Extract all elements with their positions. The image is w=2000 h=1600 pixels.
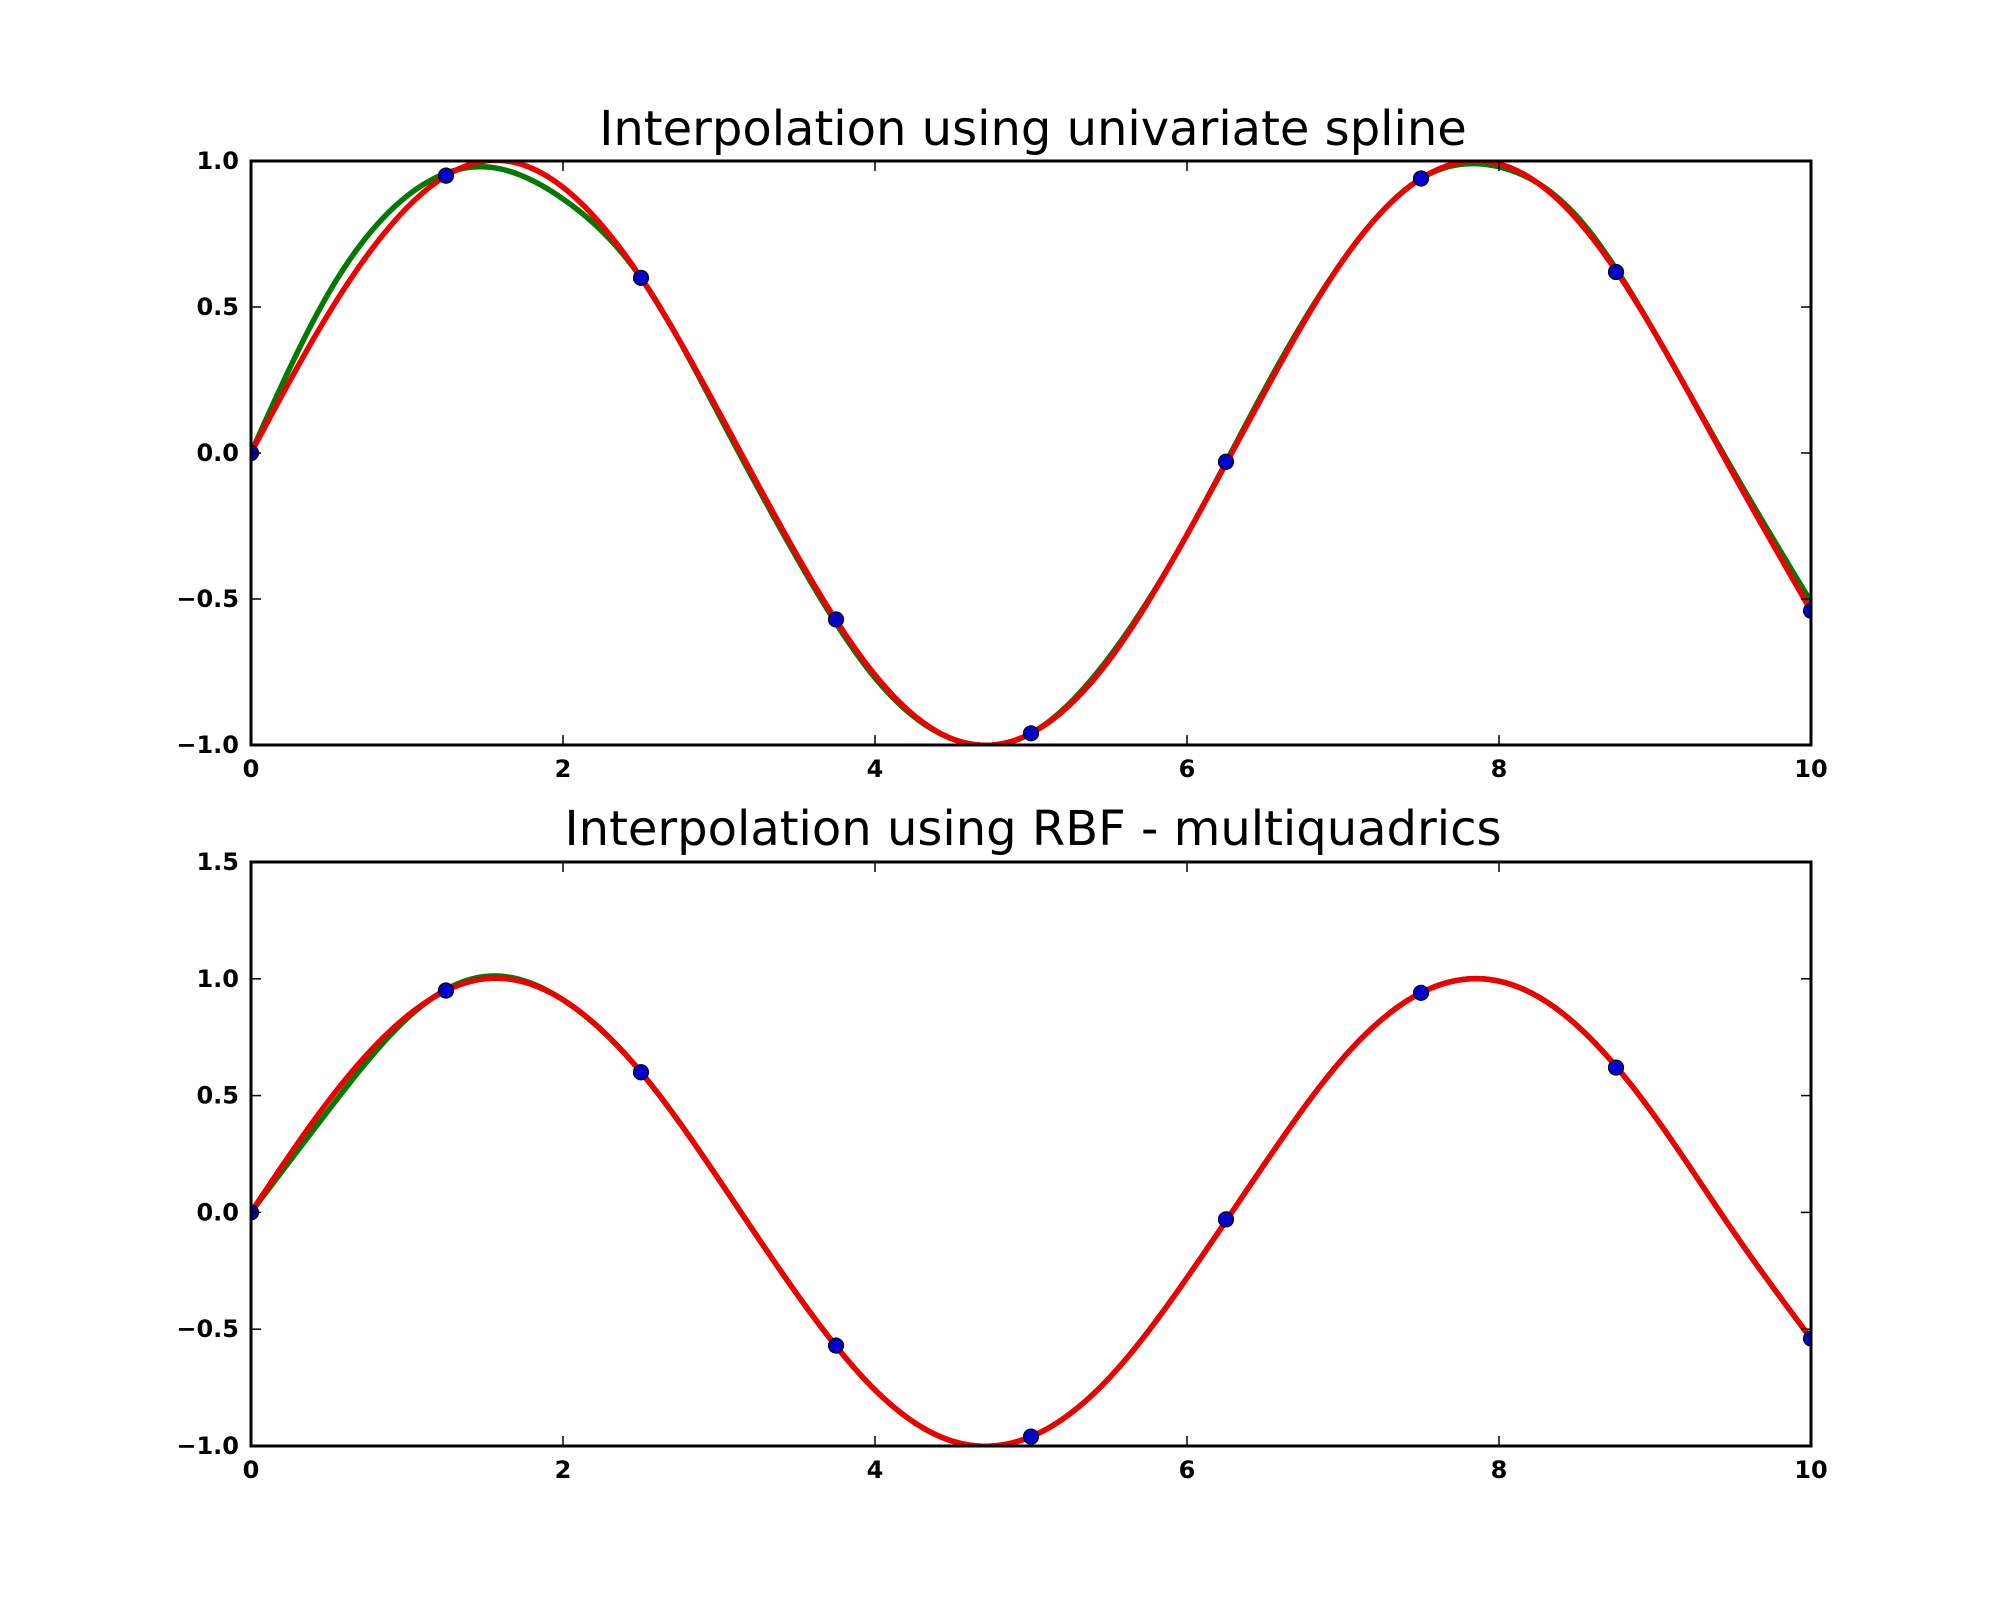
y-tick-label: −0.5 — [176, 585, 239, 613]
data-point — [1412, 984, 1430, 1001]
x-tick-label: 2 — [555, 755, 572, 783]
data-point — [1607, 263, 1625, 281]
y-tick-label: 0.5 — [196, 1082, 239, 1110]
data-point — [1217, 453, 1235, 470]
y-tick-label: 0.0 — [196, 1198, 239, 1226]
x-tick-label: 10 — [1794, 1456, 1827, 1484]
data-point — [632, 269, 650, 286]
x-tick-label: 4 — [867, 1456, 884, 1484]
data-point — [1607, 1059, 1625, 1076]
y-tick-label: −1.0 — [176, 1432, 239, 1460]
y-tick-label: 1.0 — [196, 965, 239, 993]
data-point — [1802, 602, 1811, 619]
data-point — [827, 611, 845, 628]
y-tick-label: 1.0 — [196, 147, 239, 175]
subplot-title: Interpolation using RBF - multiquadrics — [564, 801, 1501, 857]
x-tick-label: 10 — [1794, 755, 1827, 783]
data-point — [827, 1337, 845, 1354]
x-tick-label: 6 — [1179, 755, 1196, 783]
plot-area: 0 2 4 6 8 10 1.0 0.5 0.0 −0.5 −1.0 — [176, 147, 1827, 783]
data-point — [437, 982, 455, 999]
data-point — [632, 1064, 650, 1081]
axes-frame — [249, 860, 1813, 1448]
x-tick-label: 4 — [867, 755, 884, 783]
plot-area: 0 2 4 6 8 10 1.5 1.0 0.5 0.0 −0.5 −1.0 — [176, 848, 1827, 1484]
data-point — [1412, 170, 1430, 187]
data-point — [437, 167, 455, 184]
x-tick-label: 8 — [1491, 1456, 1508, 1484]
y-tick-label: 0.5 — [196, 293, 239, 321]
subplot-rbf-multiquadrics: Interpolation using RBF - multiquadrics … — [176, 801, 1827, 1484]
y-tick-label: 1.5 — [196, 848, 239, 876]
y-tick-label: 0.0 — [196, 439, 239, 467]
data-point — [1022, 725, 1040, 742]
data-point — [1022, 1428, 1040, 1445]
x-tick-label: 0 — [243, 1456, 260, 1484]
x-tick-label: 0 — [243, 755, 260, 783]
x-tick-label: 8 — [1491, 755, 1508, 783]
y-tick-label: −0.5 — [176, 1315, 239, 1343]
subplot-univariate-spline: Interpolation using univariate spline 0 2… — [176, 101, 1827, 783]
subplot-title: Interpolation using univariate spline — [599, 101, 1467, 157]
data-point — [1217, 1211, 1235, 1228]
x-tick-label: 2 — [555, 1456, 572, 1484]
data-point — [1802, 1330, 1811, 1347]
y-tick-label: −1.0 — [176, 731, 239, 759]
x-tick-label: 6 — [1179, 1456, 1196, 1484]
